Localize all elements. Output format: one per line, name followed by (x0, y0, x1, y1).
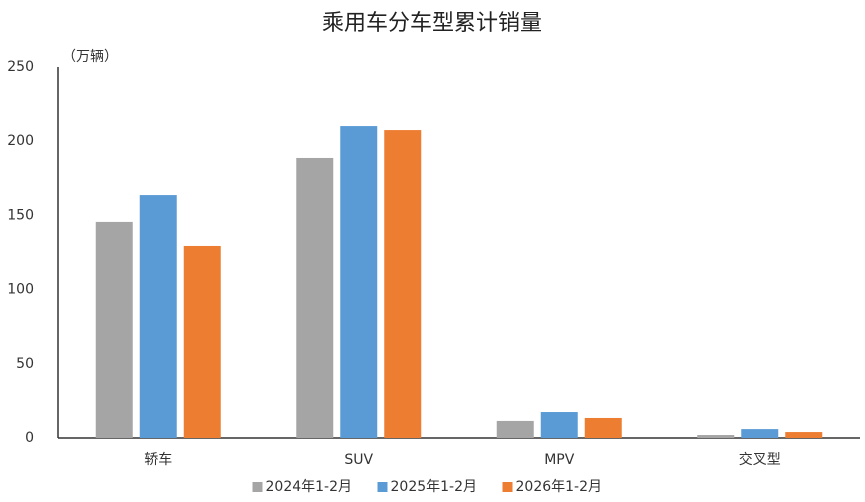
bar (785, 432, 823, 438)
bar (584, 417, 622, 438)
y-tick-label: 100 (7, 282, 34, 298)
bar (95, 221, 133, 438)
y-tick-label: 200 (7, 133, 34, 149)
legend-label: 2025年1-2月 (391, 479, 478, 495)
y-unit: （万辆） (62, 49, 118, 65)
bar (340, 126, 378, 438)
y-tick-label: 250 (7, 59, 34, 75)
x-tick-label: 交叉型 (739, 451, 781, 468)
bar (384, 130, 422, 438)
bar (139, 195, 177, 438)
legend-swatch (502, 482, 513, 492)
bar (697, 435, 735, 438)
x-tick-label: MPV (544, 452, 575, 468)
y-tick-label: 0 (25, 430, 34, 446)
legend-label: 2026年1-2月 (516, 479, 603, 495)
legend-swatch (377, 482, 388, 492)
x-tick-label: 轿车 (144, 451, 172, 468)
chart-title: 乘用车分车型累计销量 (322, 11, 542, 36)
y-tick-label: 150 (7, 207, 34, 223)
bar (741, 429, 779, 438)
legend-swatch (252, 482, 263, 492)
bar (540, 412, 578, 438)
legend-label: 2024年1-2月 (266, 479, 353, 495)
bar (183, 245, 221, 438)
y-tick-label: 50 (16, 356, 34, 372)
x-tick-label: SUV (344, 452, 373, 468)
bar (296, 157, 334, 439)
bar (496, 420, 534, 438)
